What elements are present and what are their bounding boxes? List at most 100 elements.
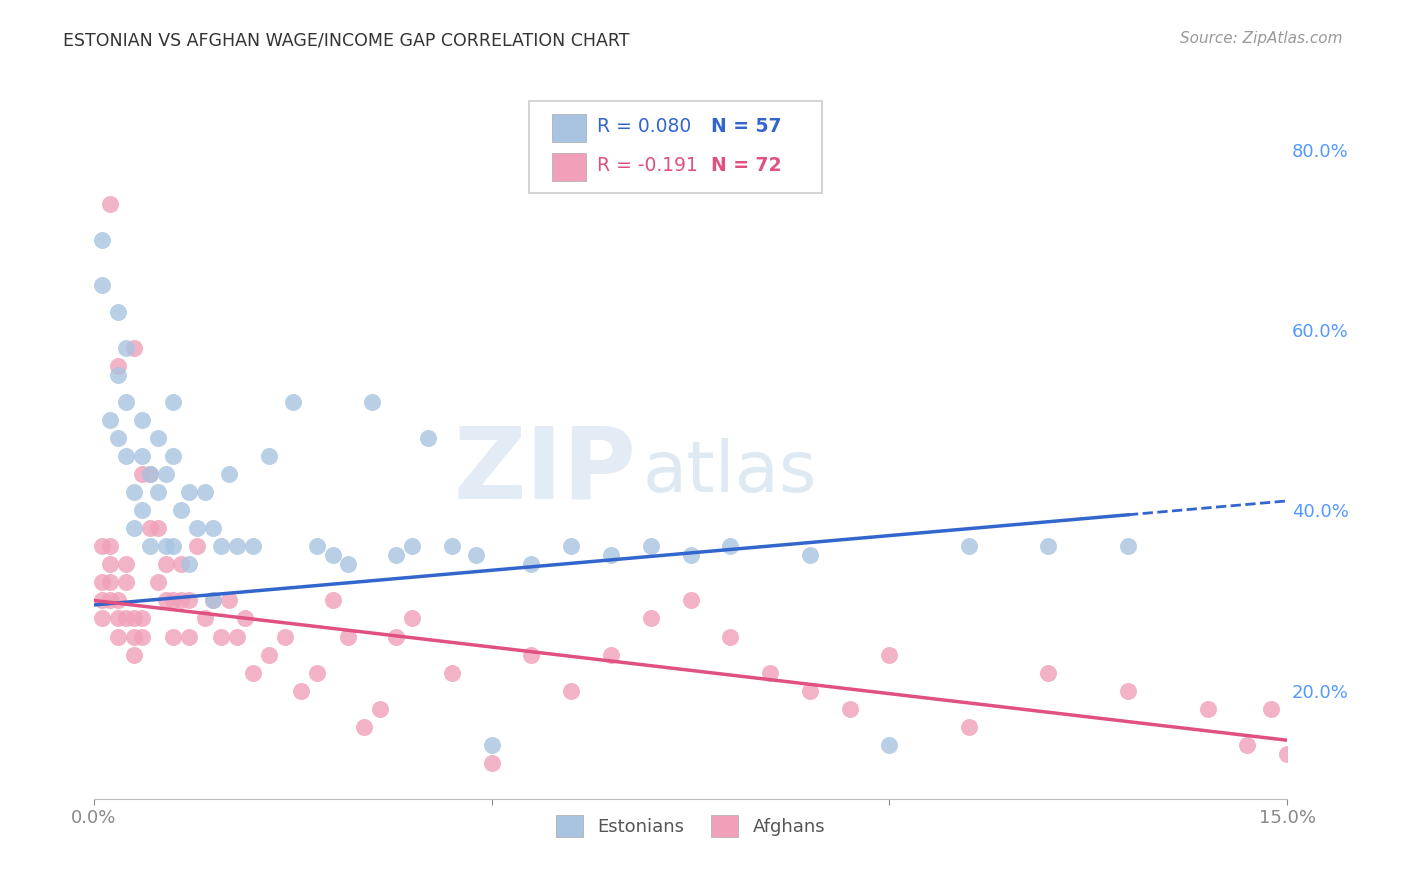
Point	[98, 558, 121, 572]
Point	[162, 593, 184, 607]
Point	[718, 539, 741, 553]
Point	[90, 575, 112, 590]
Point	[416, 431, 439, 445]
Point	[640, 611, 662, 625]
Point	[1116, 539, 1139, 553]
Point	[218, 467, 240, 482]
Point	[146, 485, 169, 500]
Point	[162, 449, 184, 463]
Point	[481, 756, 503, 770]
Point	[179, 593, 201, 607]
Point	[90, 539, 112, 553]
Point	[114, 611, 136, 625]
Point	[957, 720, 980, 734]
Point	[1197, 701, 1219, 715]
Point	[305, 665, 328, 680]
Point	[98, 196, 121, 211]
Point	[879, 738, 901, 752]
Point	[155, 593, 177, 607]
Point	[322, 549, 344, 563]
Point	[233, 611, 256, 625]
Point	[640, 539, 662, 553]
Point	[107, 305, 129, 319]
Point	[600, 648, 623, 662]
Point	[170, 558, 193, 572]
Point	[186, 521, 208, 535]
Point	[155, 539, 177, 553]
Point	[146, 521, 169, 535]
Point	[98, 593, 121, 607]
Point	[122, 485, 145, 500]
Point	[600, 549, 623, 563]
Text: atlas: atlas	[643, 438, 817, 508]
Point	[274, 630, 297, 644]
Point	[481, 738, 503, 752]
Point	[520, 648, 543, 662]
Point	[131, 413, 153, 427]
Point	[440, 539, 463, 553]
Point	[1260, 701, 1282, 715]
Point	[209, 630, 232, 644]
Text: R = -0.191: R = -0.191	[598, 156, 699, 175]
Point	[107, 431, 129, 445]
Point	[107, 630, 129, 644]
Point	[162, 395, 184, 409]
Point	[718, 630, 741, 644]
Text: ESTONIAN VS AFGHAN WAGE/INCOME GAP CORRELATION CHART: ESTONIAN VS AFGHAN WAGE/INCOME GAP CORRE…	[63, 31, 630, 49]
Point	[257, 648, 280, 662]
Point	[305, 539, 328, 553]
Point	[122, 611, 145, 625]
Point	[122, 521, 145, 535]
Point	[337, 558, 360, 572]
Point	[98, 539, 121, 553]
Point	[122, 630, 145, 644]
Point	[90, 593, 112, 607]
Point	[1236, 738, 1258, 752]
Point	[107, 359, 129, 373]
Point	[281, 395, 304, 409]
Point	[194, 485, 217, 500]
Legend: Estonians, Afghans: Estonians, Afghans	[548, 807, 832, 844]
Point	[401, 611, 423, 625]
Point	[194, 611, 217, 625]
Point	[361, 395, 384, 409]
Point	[464, 549, 486, 563]
Point	[799, 549, 821, 563]
Point	[1038, 665, 1060, 680]
Text: N = 57: N = 57	[711, 117, 782, 136]
Point	[155, 467, 177, 482]
Point	[1275, 747, 1298, 761]
Point	[170, 593, 193, 607]
Point	[560, 539, 582, 553]
FancyBboxPatch shape	[530, 101, 821, 193]
Point	[679, 549, 702, 563]
Point	[226, 539, 249, 553]
Text: N = 72: N = 72	[711, 156, 782, 175]
Point	[114, 449, 136, 463]
Point	[131, 503, 153, 517]
Point	[520, 558, 543, 572]
Point	[131, 630, 153, 644]
Point	[90, 233, 112, 247]
Point	[138, 467, 160, 482]
Point	[114, 395, 136, 409]
Point	[114, 341, 136, 355]
Point	[146, 575, 169, 590]
Point	[122, 341, 145, 355]
Point	[257, 449, 280, 463]
Point	[131, 449, 153, 463]
Point	[114, 575, 136, 590]
Point	[202, 521, 225, 535]
Point	[759, 665, 782, 680]
Point	[385, 630, 408, 644]
Point	[138, 467, 160, 482]
Point	[107, 611, 129, 625]
Point	[122, 648, 145, 662]
Point	[401, 539, 423, 553]
Point	[1116, 683, 1139, 698]
Point	[138, 539, 160, 553]
Point	[202, 593, 225, 607]
Point	[290, 683, 312, 698]
Point	[179, 558, 201, 572]
Point	[337, 630, 360, 644]
